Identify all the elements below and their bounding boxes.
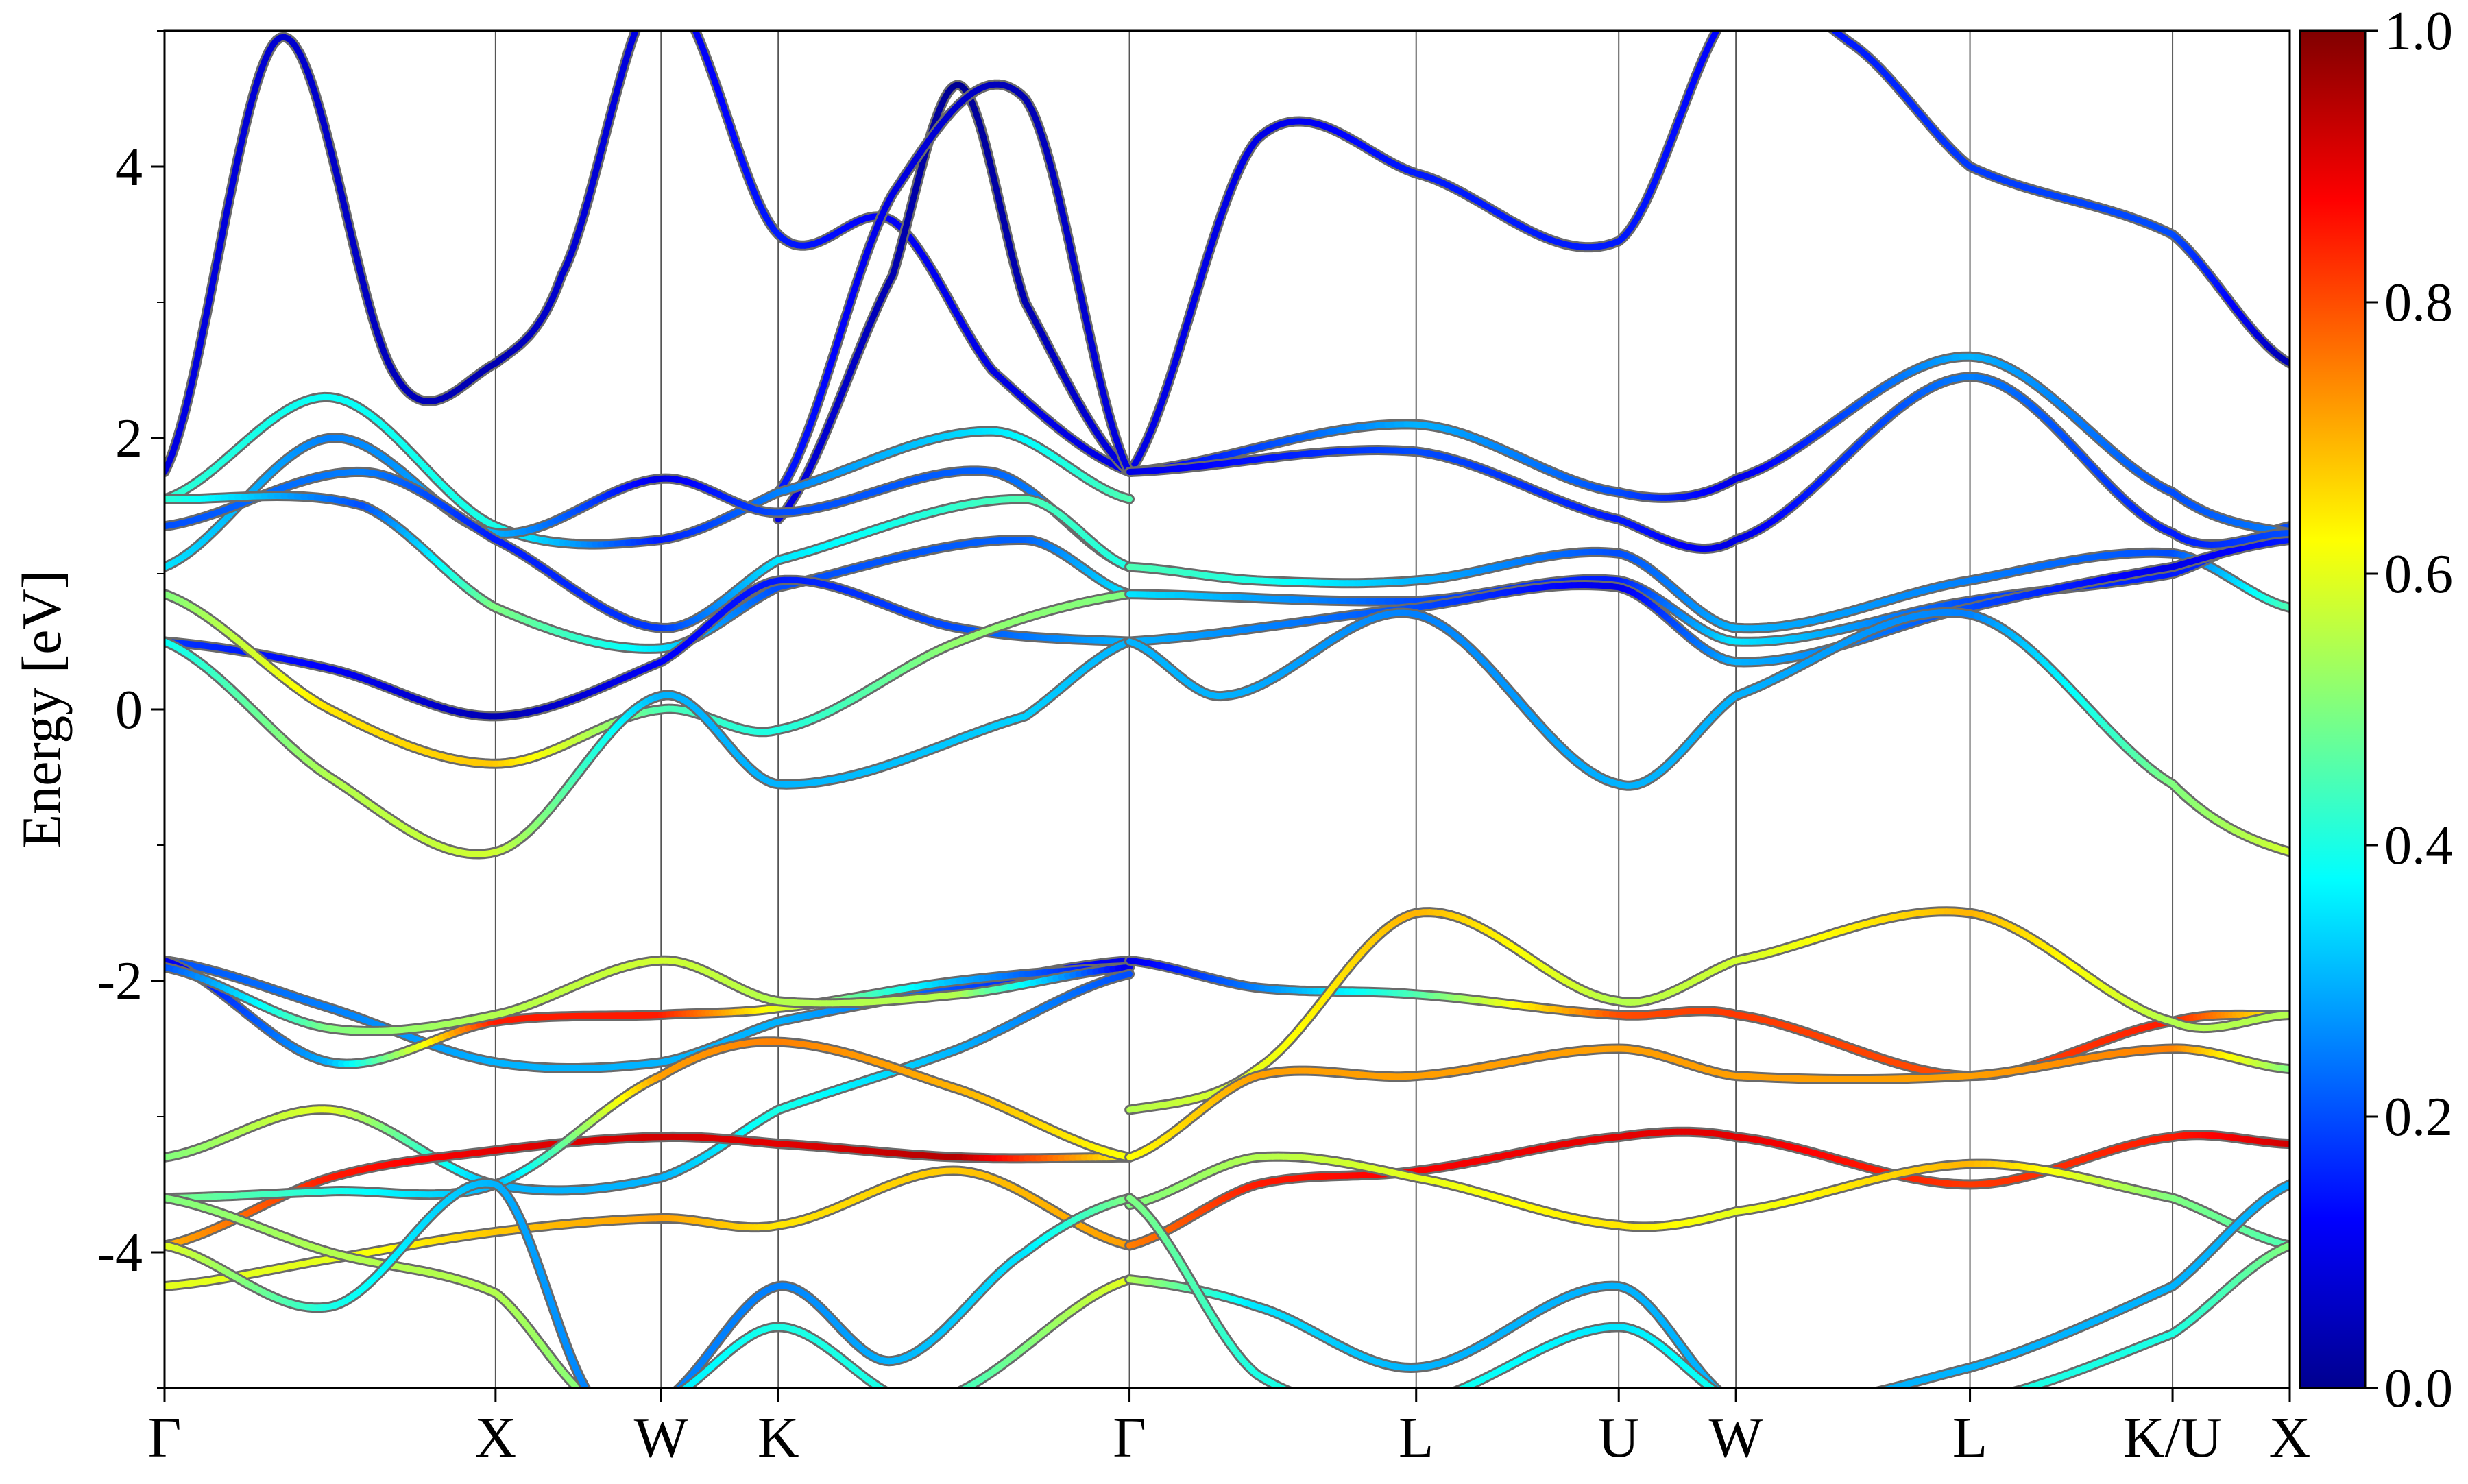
band-outline [1130,0,2290,472]
band-segment [685,10,689,16]
band-segment [1732,3,1737,7]
band-outline [165,960,1130,1031]
band-segment [1826,23,1830,27]
band-line [1130,356,2290,533]
band-segment [1802,6,1806,9]
band-segment [1125,498,1130,499]
band-line [1130,1049,2290,1158]
band-segment [1810,12,1814,14]
band-line [165,960,1130,1031]
band-segment [1806,9,1810,12]
band-segment [641,10,644,16]
band-segment [1736,1,1740,3]
band-segment [1717,24,1721,31]
band-segment [1720,18,1724,24]
band-segment [635,25,638,34]
band-segment [1740,0,1744,1]
band-segment [681,3,685,10]
band-segment [638,16,642,25]
band-segment [1791,0,1795,1]
band-line [1130,377,2290,549]
band-outline [1130,377,2290,549]
band-line [165,594,1130,764]
band-outline [1130,1049,2290,1158]
band-outline [165,594,1130,764]
band-segment [1822,21,1826,23]
band-segment [1728,8,1732,12]
band-line [165,960,1130,1064]
band-segment [1830,27,1834,30]
band-segment [1798,4,1802,7]
bands [165,0,2290,1411]
band-segment [1794,1,1798,3]
band-segment [1124,974,1129,975]
band-segment [1124,967,1129,968]
band-segment [688,16,692,24]
band-segment [677,0,681,3]
band-line [1130,0,2290,472]
band-segment [1818,18,1822,21]
band-outline [1130,356,2290,533]
band-segment [644,3,648,10]
band-segment [1814,14,1818,17]
band-segment [648,0,651,3]
band-segment [1724,12,1728,18]
